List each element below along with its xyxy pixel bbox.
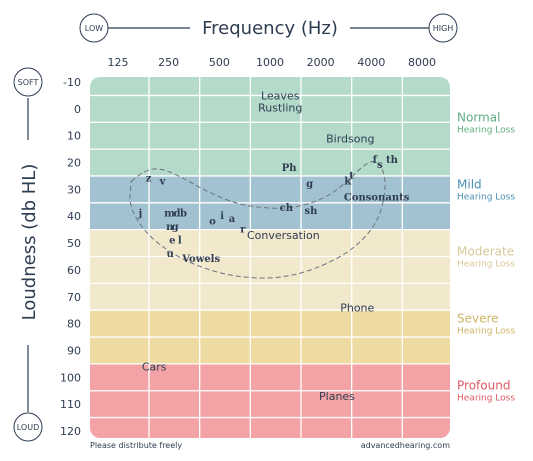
phoneme-label: v — [159, 176, 167, 187]
hearing-loss-bands — [90, 77, 450, 438]
y-tick-label: 20 — [67, 157, 81, 170]
soft-label: SOFT — [18, 78, 39, 87]
chart-title: Frequency (Hz) — [202, 18, 338, 39]
y-tick-label: 40 — [67, 210, 81, 223]
band-label-profound: Profound — [457, 379, 510, 393]
y-tick-label: 10 — [67, 130, 81, 143]
phoneme-label: u — [166, 249, 173, 260]
band-sublabel: Hearing Loss — [457, 327, 515, 337]
loud-badge — [13, 412, 43, 442]
phoneme-label: s — [377, 160, 383, 171]
x-tick-labels: 125 250 500 1000 2000 4000 8000 — [108, 56, 437, 69]
footer-right: advancedhearing.com — [361, 441, 450, 450]
phoneme-label: m — [164, 209, 175, 220]
phoneme-label: e — [169, 235, 175, 246]
phoneme-label: sh — [304, 206, 318, 217]
band-normal — [90, 77, 450, 176]
y-tick-label: -10 — [63, 76, 81, 89]
y-tick-label: 0 — [74, 103, 81, 116]
y-tick-label: 60 — [67, 264, 81, 277]
sound-label: Cars — [142, 361, 167, 374]
y-tick-label: 110 — [60, 398, 81, 411]
speech-banana-outline — [129, 160, 386, 279]
x-tick-label: 500 — [209, 56, 230, 69]
band-label-normal: Normal — [457, 110, 500, 124]
phoneme-label: th — [386, 155, 399, 166]
y-tick-labels: -10 0 10 20 30 40 50 60 70 80 90 100 110 120 — [60, 76, 81, 438]
low-badge — [79, 13, 109, 43]
phoneme-label: i — [220, 211, 224, 222]
high-badge — [428, 13, 458, 43]
x-tick-label: 250 — [158, 56, 179, 69]
soft-badge — [13, 67, 43, 97]
sound-label: Rustling — [258, 101, 302, 114]
y-tick-label: 30 — [67, 183, 81, 196]
phoneme-label: j — [138, 209, 143, 220]
sound-label: Conversation — [247, 229, 320, 242]
x-tick-label: 2000 — [307, 56, 335, 69]
y-tick-label: 70 — [67, 291, 81, 304]
sound-labels: LeavesRustlingBirdsongConversationPhoneC… — [142, 89, 375, 403]
sound-label: Leaves — [261, 89, 300, 102]
y-tick-label: 100 — [60, 371, 81, 384]
band-label-moderate: Moderate — [457, 245, 514, 259]
band-label-mild: Mild — [457, 177, 482, 191]
phoneme-label: d — [173, 209, 180, 220]
y-axis-title: Loudness (db HL) — [19, 164, 40, 321]
loud-label: LOUD — [17, 423, 39, 432]
x-tick-label: 4000 — [357, 56, 385, 69]
sound-label: Phone — [340, 302, 374, 315]
phoneme-label: ch — [280, 203, 294, 214]
phoneme-group-label: Consonants — [344, 192, 410, 203]
x-tick-label: 1000 — [256, 56, 284, 69]
band-sublabel: Hearing Loss — [457, 394, 515, 404]
footer-left: Please distribute freely — [90, 441, 182, 450]
y-tick-label: 80 — [67, 318, 81, 331]
low-label: LOW — [85, 24, 103, 33]
phoneme-label: b — [180, 209, 187, 220]
sound-label: Birdsong — [326, 132, 374, 145]
phoneme-label: Ph — [282, 163, 298, 174]
phoneme-label: z — [146, 174, 152, 185]
phoneme-label: o — [209, 217, 216, 228]
phoneme-label: r — [240, 225, 246, 236]
x-tick-label: 8000 — [408, 56, 436, 69]
y-tick-label: 50 — [67, 237, 81, 250]
phoneme-label: f — [373, 155, 378, 166]
phoneme-label: g — [172, 222, 179, 233]
x-tick-label: 125 — [108, 56, 129, 69]
band-sublabel: Hearing Loss — [457, 260, 515, 270]
phoneme-label: g — [306, 179, 313, 190]
band-sublabel: Hearing Loss — [457, 125, 515, 135]
phoneme-label: k — [344, 176, 352, 187]
sound-label: Planes — [319, 390, 355, 403]
grid-lines — [90, 77, 450, 438]
band-label-severe: Severe — [457, 312, 499, 326]
band-moderate — [90, 229, 450, 311]
phoneme-label: a — [229, 214, 236, 225]
y-tick-label: 120 — [60, 425, 81, 438]
y-tick-label: 90 — [67, 344, 81, 357]
phoneme-label: l — [178, 235, 182, 246]
speech-banana — [129, 160, 386, 279]
phoneme-group-label: Vowels — [181, 254, 220, 265]
phoneme-label: n — [166, 222, 174, 233]
phoneme-label: t — [349, 171, 354, 182]
band-profound — [90, 363, 450, 438]
band-sublabel: Hearing Loss — [457, 192, 515, 202]
high-label: HIGH — [433, 24, 454, 33]
